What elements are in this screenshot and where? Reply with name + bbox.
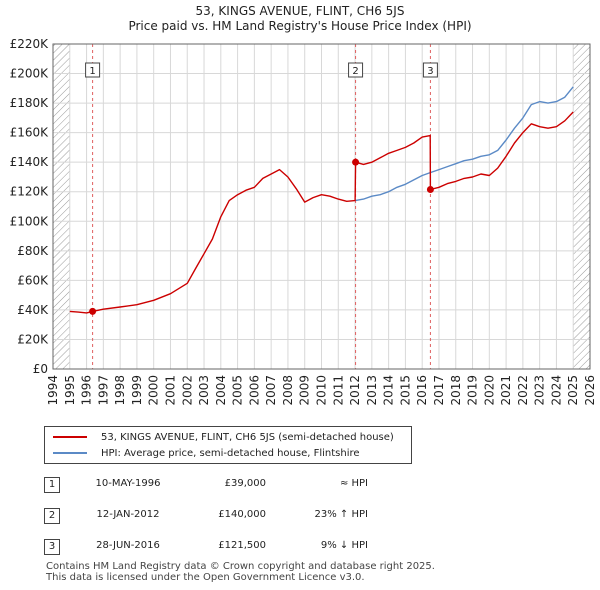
transaction-row: 1 10-MAY-1996 £39,000 ≈ HPI — [0, 476, 600, 496]
transaction-date: 28-JUN-2016 — [96, 540, 160, 551]
y-tick-label: £160K — [10, 126, 50, 140]
legend-label-hpi: HPI: Average price, semi-detached house,… — [101, 447, 360, 459]
price-chart: £0 £20K £40K £60K £80K £100K £120K £140K £160K £1… — [10, 37, 597, 406]
sale-label-box — [422, 62, 438, 78]
chart-subtitle: Price paid vs. HM Land Registry's House … — [128, 19, 472, 33]
transaction-hpi-relation: 23% ↑ HPI — [314, 509, 368, 520]
sale-label-box — [348, 62, 364, 78]
x-tick-label: 2011 — [331, 375, 345, 406]
x-tick-label: 1998 — [113, 375, 127, 406]
transaction-price: £39,000 — [224, 478, 266, 489]
footer-licence: This data is licensed under the Open Gov… — [46, 572, 365, 583]
x-tick-label: 1994 — [46, 375, 60, 406]
x-tick-label: 2014 — [382, 375, 396, 406]
sale-point — [89, 307, 97, 315]
x-tick-label: 2012 — [348, 375, 362, 406]
x-tick-label: 2015 — [398, 375, 412, 406]
x-tick-label: 2017 — [432, 375, 446, 406]
transaction-hpi-relation: 9% ↓ HPI — [320, 540, 368, 551]
x-tick-label: 1997 — [96, 375, 110, 406]
sale-point — [352, 158, 360, 166]
y-tick-label: £140K — [10, 155, 50, 169]
sale-label: 2 — [352, 66, 358, 77]
x-tick-label: 2020 — [482, 375, 496, 406]
sale-point — [426, 186, 434, 194]
y-tick-label: £20K — [17, 332, 49, 346]
x-tick-label: 2018 — [449, 375, 463, 406]
x-tick-label: 1995 — [63, 375, 77, 406]
x-tick-label: 2007 — [264, 375, 278, 406]
x-tick-label: 2000 — [147, 375, 161, 406]
y-tick-label: £0 — [33, 362, 48, 376]
y-tick-label: £100K — [10, 214, 50, 228]
x-tick-label: 2023 — [533, 375, 547, 406]
x-tick-label: 2019 — [466, 375, 480, 406]
x-tick-label: 2004 — [214, 375, 228, 406]
sale-label: 1 — [89, 66, 95, 77]
x-tick-label: 2006 — [247, 375, 261, 406]
y-tick-label: £40K — [17, 303, 49, 317]
sale-label-box — [85, 62, 101, 78]
transaction-row: 3 28-JUN-2016 £121,500 9% ↓ HPI — [0, 538, 600, 558]
y-tick-label: £60K — [17, 273, 49, 287]
x-tick-label: 2003 — [197, 375, 211, 406]
legend-item-property: 53, KINGS AVENUE, FLINT, CH6 5JS (semi-d… — [53, 430, 394, 444]
transaction-number: 3 — [44, 539, 60, 555]
hpi-line — [354, 86, 574, 202]
x-tick-label: 2026 — [583, 375, 597, 406]
x-tick-label: 1996 — [80, 375, 94, 406]
x-tick-label: 2024 — [549, 375, 563, 406]
x-tick-label: 2002 — [180, 375, 194, 406]
footer-copyright: Contains HM Land Registry data © Crown c… — [46, 561, 435, 572]
transaction-hpi-relation: ≈ HPI — [339, 478, 368, 489]
property-price-line — [69, 111, 574, 314]
x-tick-label: 2021 — [499, 375, 513, 406]
legend: 53, KINGS AVENUE, FLINT, CH6 5JS (semi-d… — [44, 426, 412, 464]
transaction-price: £140,000 — [218, 509, 266, 520]
x-tick-label: 2022 — [516, 375, 530, 406]
x-tick-label: 2001 — [163, 375, 177, 406]
x-tick-label: 2013 — [365, 375, 379, 406]
y-tick-label: £80K — [17, 244, 49, 258]
transaction-date: 12-JAN-2012 — [96, 509, 160, 520]
y-tick-label: £180K — [10, 96, 50, 110]
x-tick-label: 2005 — [231, 375, 245, 406]
transaction-row: 2 12-JAN-2012 £140,000 23% ↑ HPI — [0, 507, 600, 527]
hatched-region — [53, 44, 70, 369]
x-tick-label: 2010 — [315, 375, 329, 406]
plot-frame — [52, 43, 591, 370]
y-tick-label: £200K — [10, 67, 50, 81]
legend-item-hpi: HPI: Average price, semi-detached house,… — [53, 446, 360, 460]
transaction-price: £121,500 — [218, 540, 266, 551]
x-tick-label: 2025 — [566, 375, 580, 406]
legend-swatch-property — [53, 436, 87, 438]
x-tick-label: 2008 — [281, 375, 295, 406]
x-tick-label: 2016 — [415, 375, 429, 406]
x-tick-label: 2009 — [298, 375, 312, 406]
chart-title: 53, KINGS AVENUE, FLINT, CH6 5JS — [195, 4, 405, 18]
legend-swatch-hpi — [53, 452, 87, 454]
hatched-region — [573, 44, 590, 369]
transaction-date: 10-MAY-1996 — [95, 478, 161, 489]
transaction-number: 1 — [44, 477, 60, 493]
y-tick-label: £120K — [10, 185, 50, 199]
y-tick-label: £220K — [10, 37, 50, 51]
x-tick-label: 1999 — [130, 375, 144, 406]
legend-label-property: 53, KINGS AVENUE, FLINT, CH6 5JS (semi-d… — [101, 431, 394, 443]
sale-label: 3 — [427, 66, 433, 77]
transaction-number: 2 — [44, 508, 60, 524]
